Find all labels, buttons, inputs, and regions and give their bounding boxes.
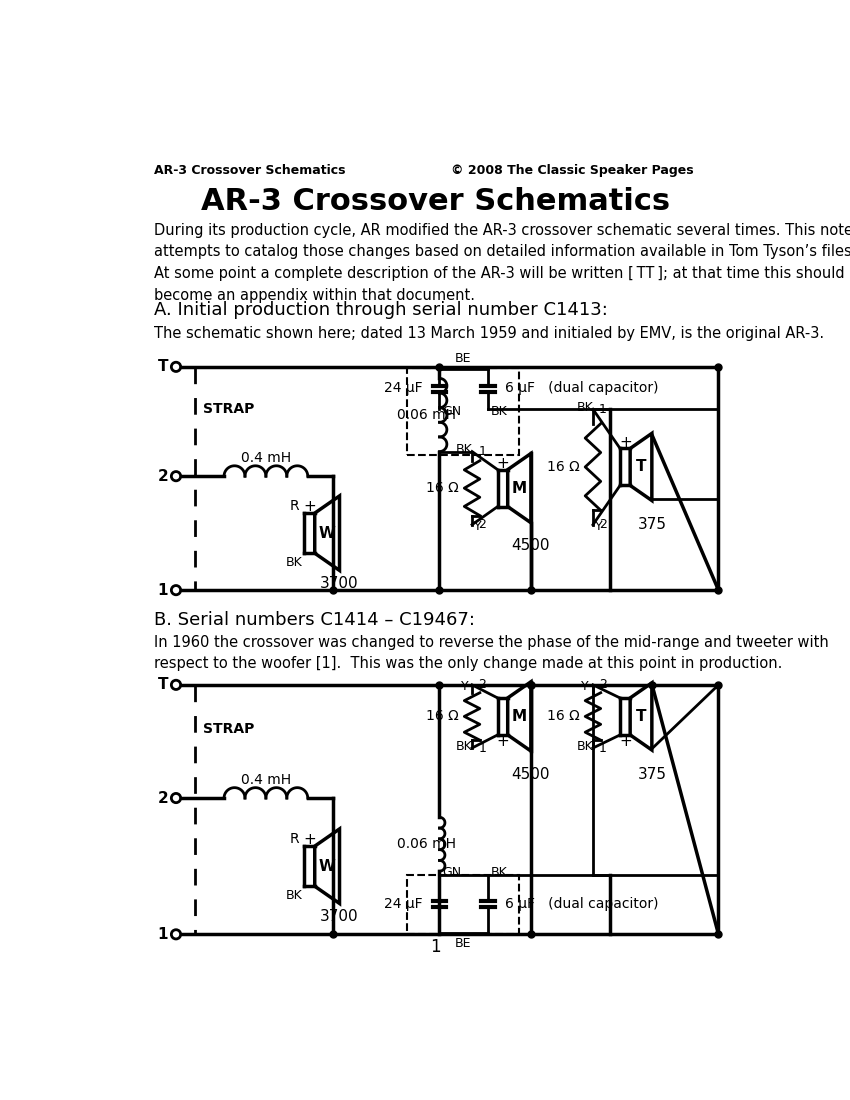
Text: 1: 1 [599,741,607,755]
Text: M: M [512,481,527,496]
Text: GN: GN [443,866,462,879]
Text: 1: 1 [479,741,486,755]
Text: 24 μF: 24 μF [384,896,422,911]
Text: BK: BK [456,443,473,456]
Text: 6 μF   (dual capacitor): 6 μF (dual capacitor) [505,382,658,395]
Text: During its production cycle, AR modified the AR-3 crossover schematic several ti: During its production cycle, AR modified… [155,223,850,302]
Text: Y: Y [594,520,602,534]
Text: M: M [512,708,527,724]
Text: STRAP: STRAP [203,403,254,416]
Text: 1: 1 [158,583,168,597]
Text: 3700: 3700 [320,909,359,924]
Text: 375: 375 [638,767,666,782]
Text: 16 Ω: 16 Ω [547,460,580,474]
Text: T: T [158,678,168,692]
Text: 2: 2 [599,679,607,692]
Text: GN: GN [443,406,462,418]
Text: +: + [303,498,316,514]
Text: +: + [619,434,632,450]
Text: 375: 375 [638,517,666,532]
Text: Y: Y [461,680,468,693]
Text: 16 Ω: 16 Ω [547,710,580,724]
Text: 4500: 4500 [512,767,550,782]
Text: BK: BK [490,406,507,418]
Text: 0.06 mH: 0.06 mH [397,837,456,851]
Text: 6 μF   (dual capacitor): 6 μF (dual capacitor) [505,896,658,911]
Text: A. Initial production through serial number C1413:: A. Initial production through serial num… [155,301,608,319]
Text: 1: 1 [430,938,441,956]
Text: +: + [619,734,632,749]
Text: 2: 2 [157,469,168,484]
Text: BE: BE [455,352,472,364]
Text: © 2008 The Classic Speaker Pages: © 2008 The Classic Speaker Pages [451,164,694,177]
Text: B. Serial numbers C1414 – C19467:: B. Serial numbers C1414 – C19467: [155,610,475,629]
Text: BK: BK [577,400,593,414]
Text: R: R [290,499,299,514]
Text: BK: BK [456,739,473,752]
Text: +: + [496,456,509,471]
Text: W: W [319,859,336,873]
Text: T: T [636,460,646,474]
Text: +: + [303,832,316,847]
Text: 2: 2 [479,679,486,692]
Text: +: + [496,734,509,749]
Text: 16 Ω: 16 Ω [426,710,459,724]
Text: 2: 2 [157,791,168,805]
Text: 3700: 3700 [320,575,359,591]
Text: BK: BK [490,866,507,879]
Text: BE: BE [455,937,472,949]
Text: 16 Ω: 16 Ω [426,481,459,495]
Text: T: T [158,360,168,374]
Text: In 1960 the crossover was changed to reverse the phase of the mid-range and twee: In 1960 the crossover was changed to rev… [155,635,829,671]
Text: 1: 1 [479,446,486,458]
Text: T: T [636,708,646,724]
Text: 1: 1 [158,927,168,942]
Text: BK: BK [286,889,303,902]
Text: BK: BK [577,739,593,752]
Text: AR-3 Crossover Schematics: AR-3 Crossover Schematics [201,187,670,217]
Text: 24 μF: 24 μF [384,382,422,395]
Text: BK: BK [286,556,303,569]
Text: W: W [319,526,336,541]
Text: 4500: 4500 [512,538,550,553]
Text: 2: 2 [599,518,607,531]
Text: 1: 1 [599,403,607,416]
Text: Y: Y [581,680,589,693]
Text: The schematic shown here; dated 13 March 1959 and initialed by EMV, is the origi: The schematic shown here; dated 13 March… [155,326,824,341]
Text: 2: 2 [479,518,486,531]
Text: STRAP: STRAP [203,722,254,736]
Text: R: R [290,833,299,846]
Text: 0.4 mH: 0.4 mH [241,451,291,464]
Text: AR-3 Crossover Schematics: AR-3 Crossover Schematics [155,164,346,177]
Text: 0.06 mH: 0.06 mH [397,408,456,422]
Text: 0.4 mH: 0.4 mH [241,772,291,786]
Text: Y: Y [473,520,481,534]
